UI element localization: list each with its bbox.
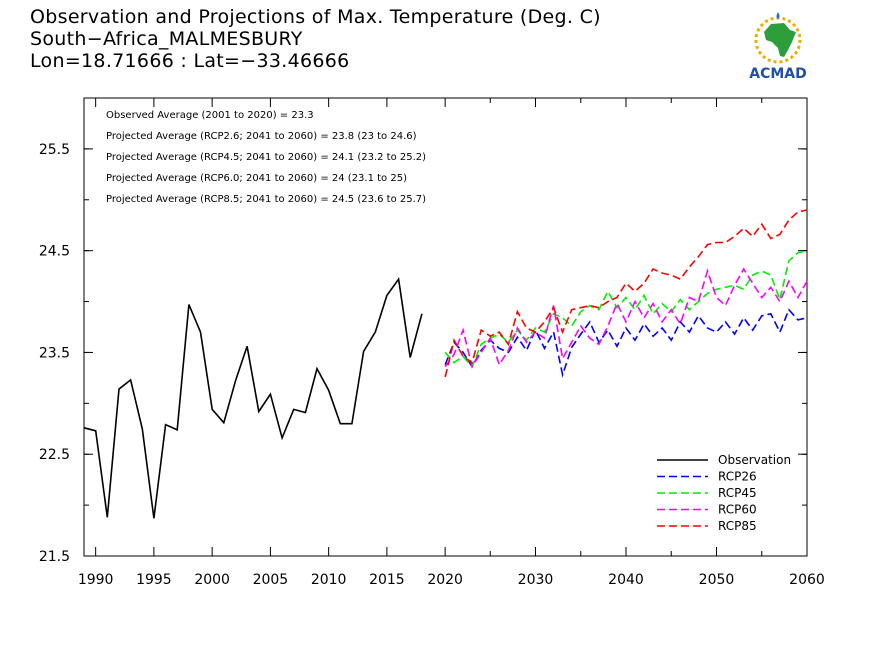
africa-map-icon	[754, 12, 802, 64]
legend-label: RCP60	[718, 503, 757, 517]
legend: Observation RCP26 RCP45 RCP60 RCP85	[657, 453, 791, 533]
series-line-observation	[83, 277, 423, 519]
series-line-rcp60	[444, 267, 808, 369]
legend-label: RCP45	[718, 486, 757, 500]
annotation-line: Projected Average (RCP8.5; 2041 to 2060)…	[106, 194, 426, 205]
x-tick-label: 2040	[608, 572, 644, 588]
x-tick-label: 2060	[789, 572, 825, 588]
chart-title: Observation and Projections of Max. Temp…	[30, 6, 601, 28]
annotation-line: Projected Average (RCP4.5; 2041 to 2060)…	[106, 152, 426, 163]
series-line-rcp26	[444, 308, 808, 378]
annotation-line: Projected Average (RCP6.0; 2041 to 2060)…	[106, 173, 407, 184]
legend-label: RCP26	[718, 470, 757, 484]
annotation-block: Observed Average (2001 to 2020) = 23.3 Pr…	[106, 110, 426, 205]
x-tick-label: 2015	[369, 572, 405, 588]
station-name: South−Africa_MALMESBURY	[30, 28, 303, 50]
series-line-rcp85	[444, 209, 808, 378]
acmad-logo-text: ACMAD	[749, 66, 807, 82]
y-tick-label: 23.5	[39, 345, 70, 361]
annotation-line: Projected Average (RCP2.6; 2041 to 2060)…	[106, 131, 417, 142]
x-tick-label: 1990	[78, 572, 114, 588]
series-line-rcp45	[444, 249, 808, 369]
x-tick-label: 2010	[311, 572, 347, 588]
annotation-line: Observed Average (2001 to 2020) = 23.3	[106, 110, 314, 121]
y-tick-label: 25.5	[39, 142, 70, 158]
series-lines	[83, 209, 808, 519]
x-tick-label: 2000	[194, 572, 230, 588]
y-tick-label: 24.5	[39, 244, 70, 260]
legend-label: RCP85	[718, 519, 757, 533]
y-tick-label: 22.5	[39, 447, 70, 463]
x-tick-label: 2020	[427, 572, 463, 588]
x-tick-label: 1995	[136, 572, 172, 588]
y-tick-label: 21.5	[39, 549, 70, 565]
legend-label: Observation	[718, 453, 791, 467]
acmad-logo: ACMAD	[749, 12, 807, 82]
x-tick-label: 2050	[699, 572, 735, 588]
x-tick-label: 2030	[518, 572, 554, 588]
chart-title-block: Observation and Projections of Max. Temp…	[30, 6, 601, 72]
axis-ticks: 1990 1995 2000 2005 2010 2015 2020 2030 2040 2050…	[39, 97, 825, 588]
x-tick-label: 2005	[253, 572, 289, 588]
plot-frame	[83, 97, 808, 557]
station-coordinates: Lon=18.71666 : Lat=−33.46666	[30, 50, 350, 72]
